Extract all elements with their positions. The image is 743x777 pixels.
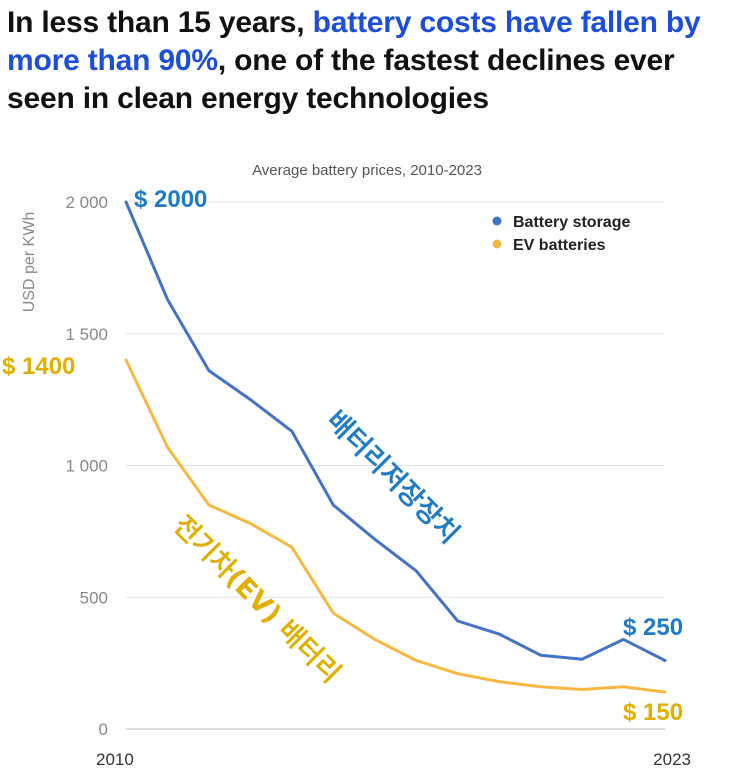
headline: In less than 15 years, battery costs hav… (7, 4, 737, 118)
y-tick-label: 0 (99, 720, 108, 739)
ev-start-label: $ 1400 (2, 353, 75, 380)
y-tick-label: 1 500 (65, 325, 108, 344)
ev-annotation: 전기차(EV) 배터리 (167, 510, 346, 689)
series-line-ev-batteries (124, 358, 667, 694)
storage-end-label: $ 250 (623, 614, 683, 641)
headline-highlight: battery costs have fallen by more than 9… (7, 6, 701, 77)
storage-annotation: 배터리저장장치 (320, 405, 465, 550)
headline-text-2: , one of the fastest declines ever seen … (7, 44, 675, 115)
y-tick-label: 500 (80, 588, 108, 607)
series-lines (124, 200, 667, 694)
legend-label-storage: Battery storage (513, 214, 630, 231)
storage-start-label: $ 2000 (134, 186, 207, 213)
headline-text-1: In less than 15 years, (7, 6, 313, 39)
y-ticks: 0 500 1 000 1 500 2 000 (65, 193, 108, 739)
x-tick-label: 2010 (96, 750, 134, 769)
chart-title: Average battery prices, 2010-2023 (252, 162, 482, 179)
x-ticks: 2010 2023 (96, 750, 691, 769)
ev-end-label: $ 150 (623, 699, 683, 726)
y-tick-label: 1 000 (65, 457, 108, 476)
series-line-battery-storage (124, 200, 667, 662)
y-tick-label: 2 000 (65, 193, 108, 212)
legend-marker-ev (492, 239, 502, 249)
legend-marker-storage (492, 216, 502, 226)
y-axis-label: USD per KWh (21, 212, 38, 312)
legend-label-ev: EV batteries (513, 237, 606, 254)
legend: Battery storage EV batteries (492, 214, 630, 254)
gridlines (126, 201, 665, 730)
x-tick-label: 2023 (653, 750, 691, 769)
